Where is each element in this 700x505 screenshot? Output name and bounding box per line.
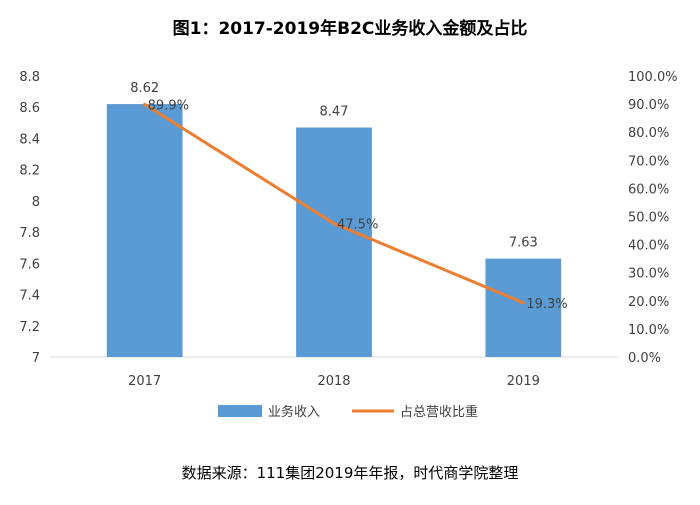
y2-tick-label: 80.0% [628, 126, 669, 141]
y-tick-label: 7.6 [19, 257, 40, 272]
y2-tick-label: 10.0% [628, 323, 669, 338]
bar-data-label: 8.62 [130, 81, 159, 96]
y-tick-label: 7.4 [19, 289, 40, 304]
y-tick-label: 8.2 [19, 164, 40, 179]
y2-axis-ticks: 0.0% 10.0% 20.0% 30.0% 40.0% 50.0% 60.0% 70.0% 8… [628, 70, 678, 366]
line-series: 89.9% 47.5% 19.3% [143, 98, 568, 312]
y2-tick-label: 30.0% [628, 267, 669, 282]
y2-tick-label: 40.0% [628, 239, 669, 254]
line-data-label: 89.9% [148, 98, 189, 113]
bar-series: 8.62 8.47 7.63 [106, 81, 562, 358]
line-point [143, 102, 147, 106]
y2-tick-label: 90.0% [628, 98, 669, 113]
legend: 业务收入 占总营收比重 [218, 404, 478, 420]
legend-label-bar: 业务收入 [268, 404, 320, 420]
y2-tick-label: 50.0% [628, 211, 669, 226]
y-axis-ticks: 7 7.2 7.4 7.6 7.8 8 8.2 8.4 8.6 8.8 [19, 70, 40, 366]
line-point [521, 301, 525, 305]
y-tick-label: 8.6 [19, 101, 40, 116]
y-tick-label: 7.2 [19, 320, 40, 335]
bar [106, 104, 183, 357]
y2-tick-label: 20.0% [628, 295, 669, 310]
chart-title: 图1：2017-2019年B2C业务收入金额及占比 [173, 18, 528, 39]
y2-tick-label: 0.0% [628, 351, 661, 366]
legend-swatch-bar [218, 405, 262, 417]
line-data-label: 47.5% [337, 218, 378, 233]
line-point [332, 222, 336, 226]
bar [485, 258, 562, 357]
y-tick-label: 8.8 [19, 70, 40, 85]
y-tick-label: 8.4 [19, 132, 40, 147]
y2-tick-label: 100.0% [628, 70, 678, 85]
y2-tick-label: 60.0% [628, 182, 669, 197]
y2-tick-label: 70.0% [628, 154, 669, 169]
source-note: 数据来源：111集团2019年年报，时代商学院整理 [182, 464, 519, 482]
y-tick-label: 7 [32, 351, 40, 366]
y-tick-label: 8 [32, 195, 40, 210]
legend-label-line: 占总营收比重 [400, 404, 478, 420]
bar-data-label: 7.63 [509, 236, 538, 251]
x-tick-label: 2017 [128, 374, 161, 389]
x-axis-ticks: 2017 2018 2019 [128, 374, 540, 389]
x-tick-label: 2018 [317, 374, 350, 389]
y-tick-label: 7.8 [19, 226, 40, 241]
x-tick-label: 2019 [507, 374, 540, 389]
bar [296, 127, 372, 358]
bar-data-label: 8.47 [320, 105, 349, 120]
line-data-label: 19.3% [526, 297, 567, 312]
